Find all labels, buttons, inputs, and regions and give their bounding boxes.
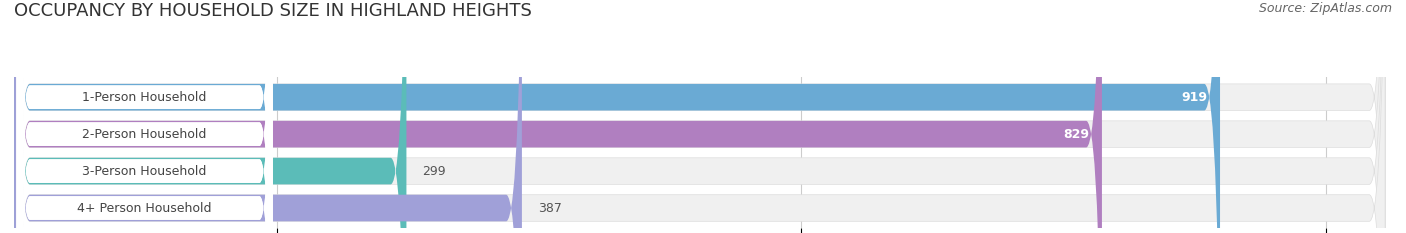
- FancyBboxPatch shape: [17, 0, 273, 233]
- Text: 4+ Person Household: 4+ Person Household: [77, 202, 212, 215]
- FancyBboxPatch shape: [17, 0, 273, 233]
- Text: 829: 829: [1063, 128, 1088, 141]
- FancyBboxPatch shape: [14, 0, 406, 233]
- Text: 919: 919: [1181, 91, 1206, 104]
- Text: 2-Person Household: 2-Person Household: [83, 128, 207, 141]
- FancyBboxPatch shape: [14, 0, 522, 233]
- Text: 299: 299: [422, 164, 446, 178]
- FancyBboxPatch shape: [17, 0, 273, 233]
- FancyBboxPatch shape: [14, 0, 1385, 233]
- Text: 387: 387: [537, 202, 561, 215]
- Text: 1-Person Household: 1-Person Household: [83, 91, 207, 104]
- FancyBboxPatch shape: [17, 0, 273, 233]
- FancyBboxPatch shape: [17, 0, 273, 233]
- FancyBboxPatch shape: [17, 0, 273, 233]
- FancyBboxPatch shape: [14, 0, 1385, 233]
- Text: 3-Person Household: 3-Person Household: [83, 164, 207, 178]
- FancyBboxPatch shape: [17, 0, 273, 233]
- FancyBboxPatch shape: [14, 0, 1385, 233]
- FancyBboxPatch shape: [17, 0, 273, 233]
- Text: Source: ZipAtlas.com: Source: ZipAtlas.com: [1258, 2, 1392, 15]
- FancyBboxPatch shape: [14, 0, 1220, 233]
- Text: OCCUPANCY BY HOUSEHOLD SIZE IN HIGHLAND HEIGHTS: OCCUPANCY BY HOUSEHOLD SIZE IN HIGHLAND …: [14, 2, 531, 20]
- FancyBboxPatch shape: [14, 0, 1102, 233]
- FancyBboxPatch shape: [14, 0, 1385, 233]
